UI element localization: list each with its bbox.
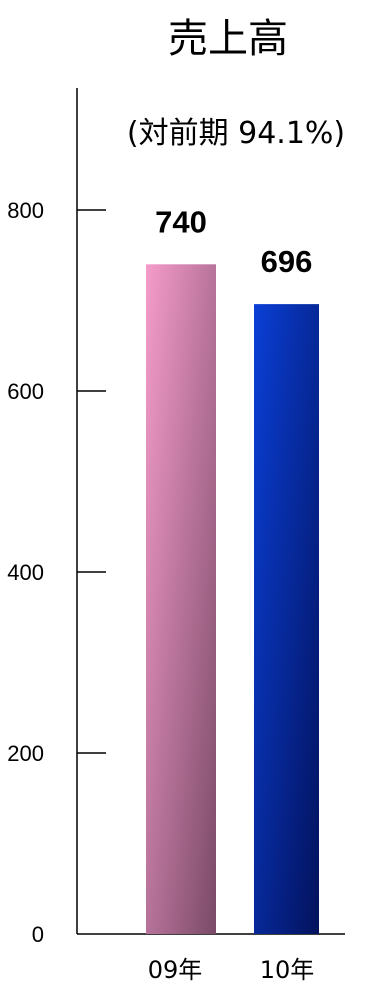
value-label: 696 [261,244,313,279]
y-tick-label: 600 [7,379,44,404]
x-category-label: 10年 [260,956,315,984]
bar-2 [254,304,319,934]
chart-title: 売上高 [168,16,288,62]
bars [146,264,319,934]
y-tick-label: 200 [7,741,44,766]
value-label: 740 [155,204,207,239]
labels: 740 09年 696 10年 [148,204,315,984]
y-tick-label: 800 [7,198,44,223]
y-axis: 0 200 400 600 800 [7,88,345,947]
bar-1 [146,264,216,934]
y-tick-label: 400 [7,560,44,585]
y-tick-label: 0 [32,922,44,947]
x-category-label: 09年 [148,956,203,984]
chart-subtitle: (対前期 94.1%) [127,116,345,151]
